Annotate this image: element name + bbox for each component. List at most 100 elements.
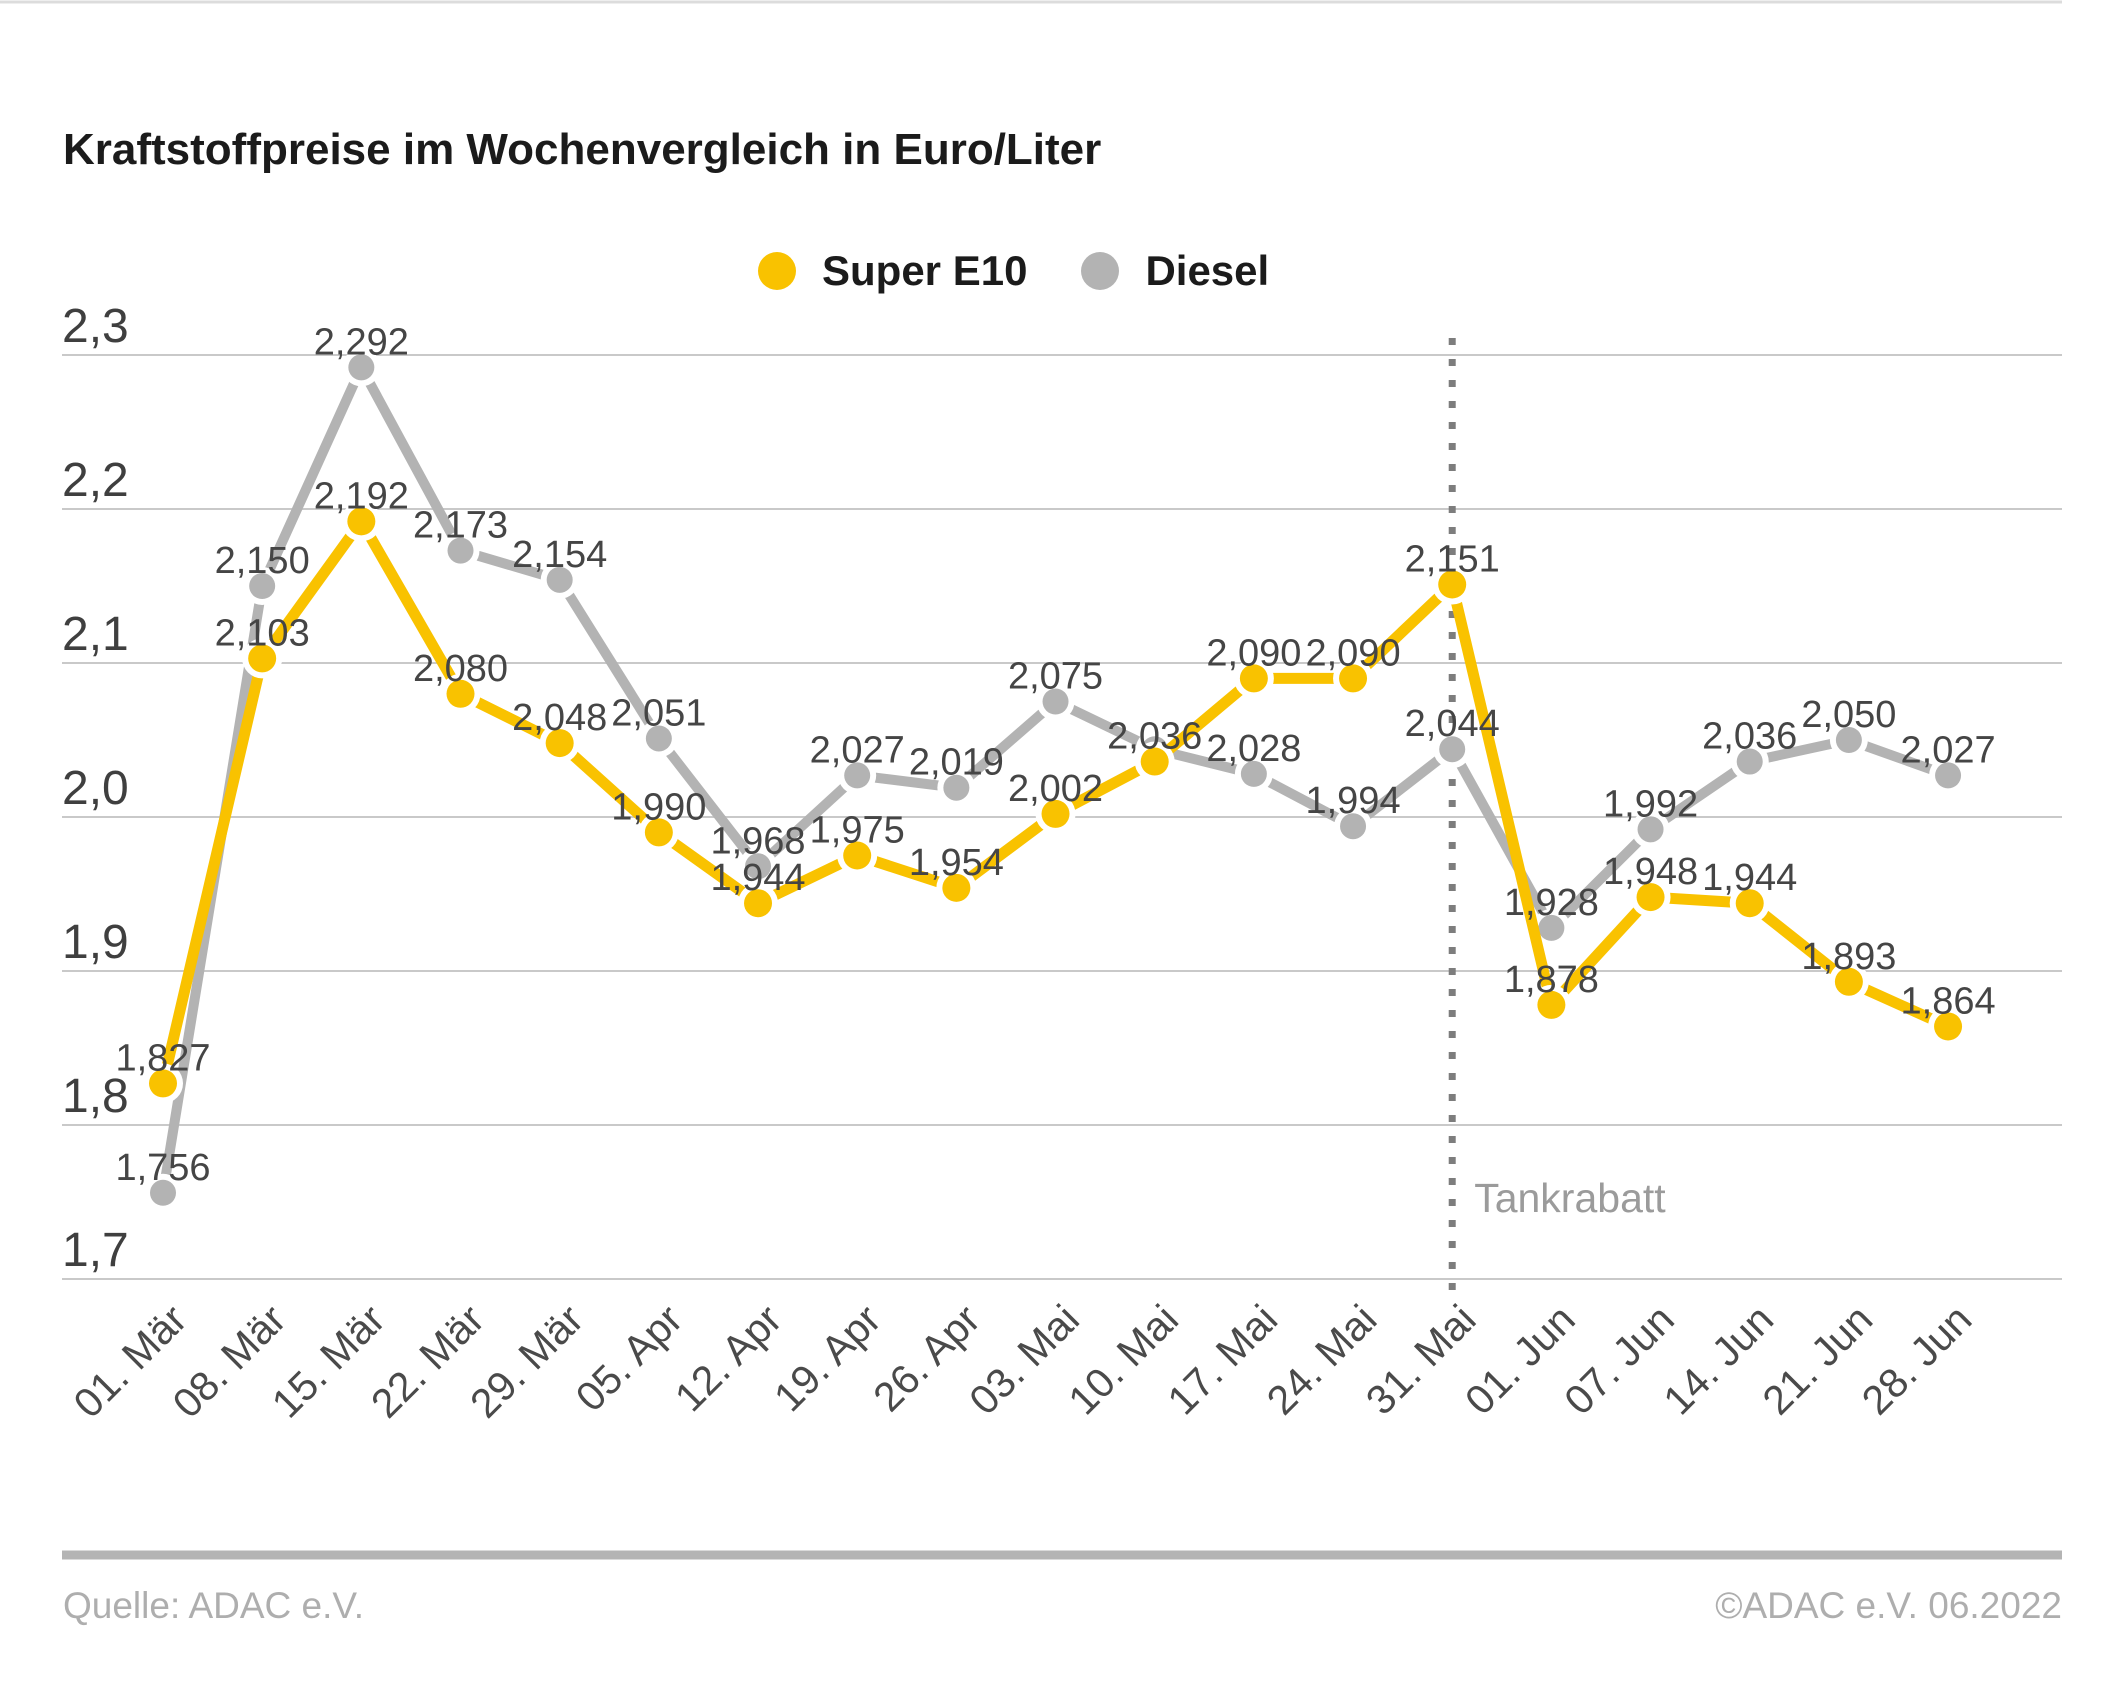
data-point-label-diesel: 2,019 — [909, 742, 1004, 784]
x-tick-label: 01. Jun — [1456, 1296, 1584, 1424]
chart-legend: Super E10 Diesel — [758, 247, 1269, 295]
data-point-label-super-e10: 1,893 — [1801, 936, 1896, 978]
y-tick-label: 2,3 — [62, 300, 129, 353]
data-point-label-super-e10: 2,036 — [1107, 716, 1202, 758]
data-point-marker-diesel — [943, 774, 970, 801]
data-point-label-super-e10: 2,080 — [413, 648, 508, 690]
data-point-label-diesel: 2,051 — [611, 692, 706, 734]
data-point-marker-diesel — [1042, 688, 1069, 715]
data-point-label-diesel: 1,928 — [1504, 882, 1599, 924]
x-tick-label: 07. Jun — [1555, 1296, 1683, 1424]
data-point-label-super-e10: 1,827 — [115, 1037, 210, 1079]
x-tick-label: 21. Jun — [1754, 1296, 1882, 1424]
legend-item-super-e10: Super E10 — [758, 247, 1027, 295]
copyright-note: ©ADAC e.V. 06.2022 — [1715, 1585, 2062, 1626]
data-point-marker-super-e10 — [1537, 990, 1566, 1019]
data-point-label-super-e10: 1,954 — [909, 842, 1004, 884]
x-tick-label: 17. Mai — [1159, 1296, 1287, 1424]
x-tick-label: 12. Apr — [666, 1296, 790, 1420]
data-point-label-super-e10: 2,151 — [1405, 538, 1500, 580]
legend-label-super-e10: Super E10 — [822, 247, 1028, 294]
data-point-label-diesel: 2,027 — [1901, 729, 1996, 771]
data-point-label-super-e10: 2,103 — [215, 612, 310, 654]
data-point-marker-super-e10 — [1239, 664, 1268, 693]
data-point-label-diesel: 2,036 — [1702, 716, 1797, 758]
y-tick-label: 2,2 — [62, 454, 129, 507]
data-point-label-super-e10: 2,192 — [314, 475, 409, 517]
data-point-marker-super-e10 — [744, 889, 773, 918]
data-point-marker-super-e10 — [644, 818, 673, 847]
legend-label-diesel: Diesel — [1145, 247, 1270, 294]
data-point-label-super-e10: 2,002 — [1008, 768, 1103, 810]
x-tick-label: 14. Jun — [1654, 1296, 1782, 1424]
diesel-dot-icon — [1081, 252, 1120, 290]
data-point-label-super-e10: 1,864 — [1901, 980, 1996, 1022]
y-tick-label: 1,9 — [62, 916, 129, 969]
data-point-marker-diesel — [844, 762, 871, 789]
data-point-marker-diesel — [1340, 813, 1367, 840]
data-point-marker-diesel — [1637, 816, 1664, 843]
x-tick-label: 29. Mär — [461, 1296, 592, 1427]
data-point-marker-super-e10 — [1438, 570, 1467, 599]
data-point-label-diesel: 2,154 — [512, 534, 607, 576]
data-point-label-diesel: 1,994 — [1305, 780, 1400, 822]
data-point-marker-super-e10 — [248, 644, 277, 673]
data-point-marker-super-e10 — [545, 729, 574, 758]
legend-item-diesel: Diesel — [1081, 247, 1269, 295]
data-point-marker-super-e10 — [1834, 967, 1863, 996]
x-tick-label: 10. Mai — [1059, 1296, 1187, 1424]
x-tick-label: 31. Mai — [1357, 1296, 1485, 1424]
data-point-marker-diesel — [1439, 736, 1466, 763]
data-point-label-super-e10: 2,048 — [512, 697, 607, 739]
tankrabatt-annotation: Tankrabatt — [1474, 1175, 1666, 1221]
data-point-marker-super-e10 — [446, 679, 475, 708]
data-point-marker-super-e10 — [1934, 1012, 1963, 1041]
data-point-label-diesel: 2,027 — [810, 729, 905, 771]
data-point-label-super-e10: 1,944 — [1702, 857, 1797, 899]
data-point-marker-super-e10 — [1041, 799, 1070, 828]
data-point-marker-diesel — [1935, 762, 1962, 789]
data-point-label-diesel: 2,028 — [1206, 728, 1301, 770]
x-tick-label: 19. Apr — [765, 1296, 889, 1420]
data-point-label-super-e10: 2,090 — [1206, 632, 1301, 674]
data-point-marker-diesel — [1736, 748, 1763, 775]
data-point-label-super-e10: 1,948 — [1603, 851, 1698, 893]
data-point-label-super-e10: 1,975 — [810, 810, 905, 852]
data-point-label-diesel: 2,292 — [314, 321, 409, 363]
data-point-label-super-e10: 2,090 — [1305, 632, 1400, 674]
x-tick-label: 03. Mai — [960, 1296, 1088, 1424]
data-point-marker-super-e10 — [1636, 883, 1665, 912]
data-point-marker-super-e10 — [1339, 664, 1368, 693]
data-point-label-diesel: 1,992 — [1603, 783, 1698, 825]
data-point-marker-super-e10 — [1735, 889, 1764, 918]
y-tick-label: 1,8 — [62, 1070, 129, 1123]
data-point-marker-diesel — [1240, 760, 1267, 787]
x-tick-label: 24. Mai — [1258, 1296, 1386, 1424]
data-point-marker-diesel — [348, 354, 375, 381]
data-point-marker-super-e10 — [347, 507, 376, 536]
super-e10-dot-icon — [758, 252, 796, 290]
data-point-label-diesel: 2,050 — [1801, 694, 1896, 736]
data-point-marker-super-e10 — [942, 873, 971, 902]
data-point-label-diesel: 2,150 — [215, 540, 310, 582]
y-tick-label: 2,0 — [62, 762, 129, 815]
data-point-marker-diesel — [1538, 914, 1565, 941]
data-point-marker-diesel — [645, 725, 672, 752]
data-point-marker-diesel — [745, 853, 772, 880]
data-point-label-diesel: 1,968 — [710, 820, 805, 862]
data-point-marker-diesel — [150, 1179, 176, 1206]
data-point-label-diesel: 1,756 — [115, 1147, 210, 1189]
y-tick-label: 1,7 — [62, 1224, 129, 1277]
data-point-marker-diesel — [249, 573, 276, 599]
data-point-marker-super-e10 — [843, 841, 872, 870]
data-point-marker-diesel — [447, 537, 474, 564]
data-point-label-diesel: 2,173 — [413, 505, 508, 547]
data-point-label-super-e10: 1,990 — [611, 786, 706, 828]
x-tick-label: 05. Apr — [567, 1296, 691, 1420]
y-tick-label: 2,1 — [62, 608, 129, 661]
data-point-marker-super-e10 — [1140, 747, 1169, 776]
data-point-label-diesel: 2,075 — [1008, 656, 1103, 698]
source-note: Quelle: ADAC e.V. — [63, 1585, 364, 1626]
